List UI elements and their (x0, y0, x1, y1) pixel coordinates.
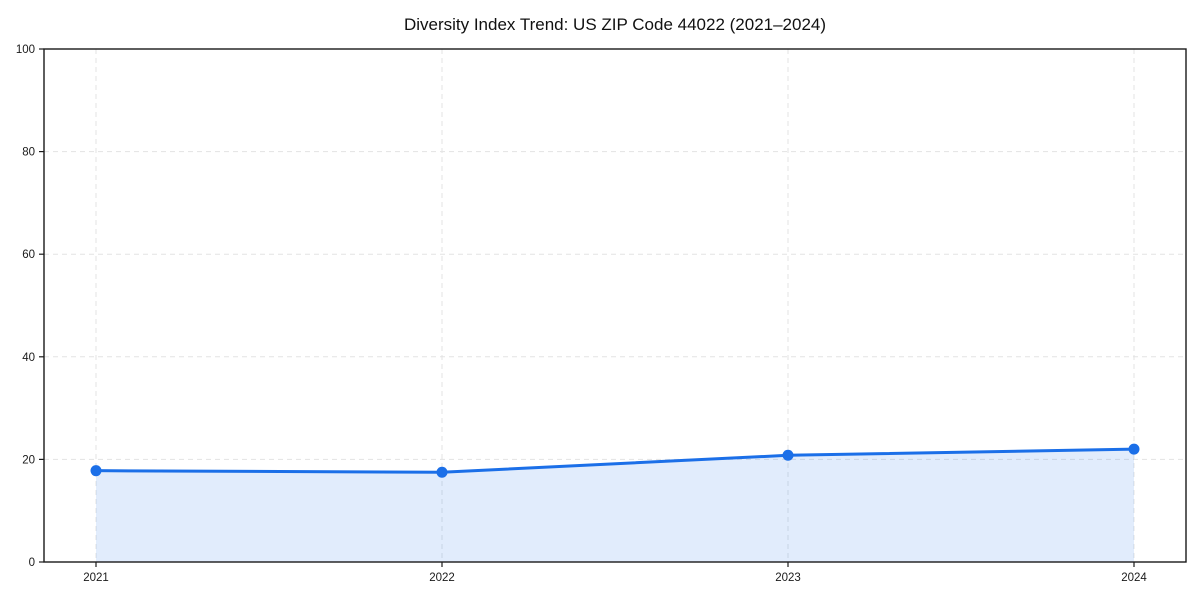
x-tick-label: 2024 (1121, 572, 1147, 584)
y-tick-label: 40 (22, 352, 35, 364)
x-tick-label: 2023 (775, 572, 801, 584)
tick-labels-layer: 0 20 40 60 80 100 2021 2022 2023 2024 (16, 44, 1148, 584)
trend-line (94, 447, 1136, 474)
plot-border (43, 48, 1187, 563)
tick-marks-layer (39, 48, 1135, 567)
x-tick-label: 2022 (429, 572, 455, 584)
data-point-2024 (1128, 443, 1140, 455)
plot-background (44, 49, 1186, 562)
y-tick-label: 60 (22, 249, 35, 261)
axes-layer (43, 48, 1187, 563)
y-tick-label: 100 (16, 44, 35, 56)
y-tick-label: 20 (22, 454, 35, 466)
data-point-2022 (436, 466, 448, 478)
chart-title: Diversity Index Trend: US ZIP Code 44022… (404, 15, 826, 34)
gridlines-layer (44, 48, 1186, 563)
area-fill (96, 449, 1134, 562)
x-tick-label: 2021 (83, 572, 109, 584)
y-tick-label: 80 (22, 147, 35, 159)
y-tick-label: 0 (29, 557, 35, 569)
series-layer (90, 443, 1140, 562)
data-point-2023 (782, 449, 794, 461)
data-point-2021 (90, 465, 102, 477)
